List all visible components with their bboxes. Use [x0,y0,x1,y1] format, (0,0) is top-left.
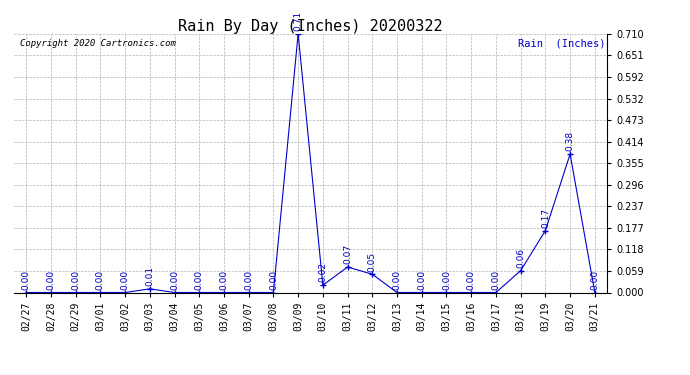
Text: 0.00: 0.00 [170,270,179,290]
Text: 0.00: 0.00 [71,270,80,290]
Text: 0.38: 0.38 [566,131,575,151]
Text: 0.71: 0.71 [294,11,303,31]
Text: 0.00: 0.00 [442,270,451,290]
Text: 0.01: 0.01 [146,266,155,286]
Text: Rain  (Inches): Rain (Inches) [518,39,606,49]
Text: 0.00: 0.00 [46,270,55,290]
Text: 0.00: 0.00 [195,270,204,290]
Text: 0.00: 0.00 [466,270,475,290]
Text: 0.00: 0.00 [21,270,30,290]
Title: Rain By Day (Inches) 20200322: Rain By Day (Inches) 20200322 [178,19,443,34]
Text: Copyright 2020 Cartronics.com: Copyright 2020 Cartronics.com [20,39,176,48]
Text: 0.00: 0.00 [393,270,402,290]
Text: 0.00: 0.00 [219,270,228,290]
Text: 0.00: 0.00 [591,270,600,290]
Text: 0.00: 0.00 [269,270,278,290]
Text: 0.00: 0.00 [491,270,500,290]
Text: 0.05: 0.05 [368,251,377,272]
Text: 0.07: 0.07 [343,244,352,264]
Text: 0.00: 0.00 [244,270,253,290]
Text: 0.02: 0.02 [318,262,327,282]
Text: 0.00: 0.00 [121,270,130,290]
Text: 0.00: 0.00 [417,270,426,290]
Text: 0.06: 0.06 [516,248,525,268]
Text: 0.17: 0.17 [541,208,550,228]
Text: 0.00: 0.00 [96,270,105,290]
